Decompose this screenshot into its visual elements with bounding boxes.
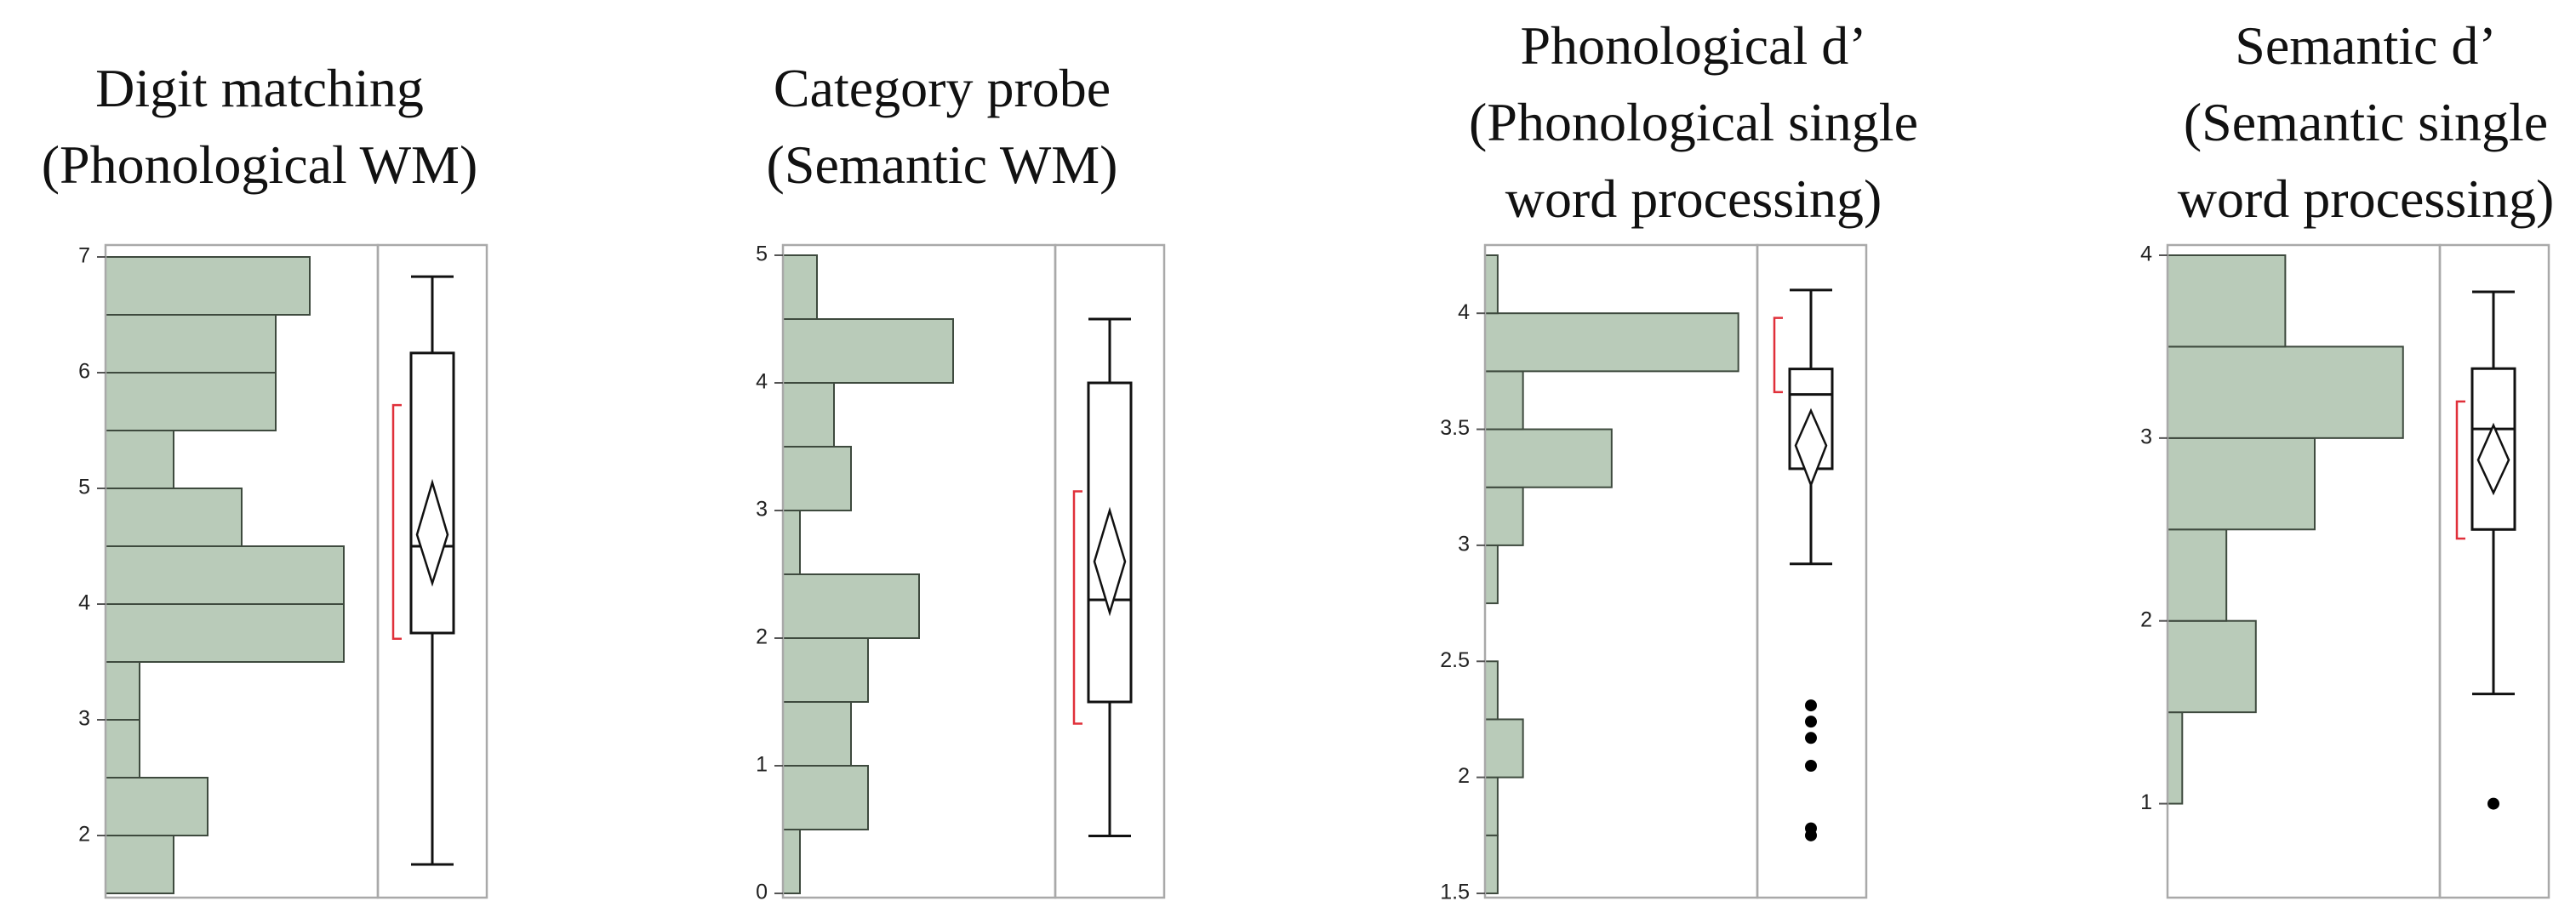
histogram-bar <box>2167 436 2316 531</box>
panel-title-line: Phonological d’ <box>1520 15 1866 76</box>
outlier-point <box>1805 716 1817 728</box>
shortest-half-bracket <box>391 403 402 641</box>
histogram-bar <box>105 603 345 663</box>
y-tick-label: 4 <box>2140 242 2152 266</box>
panel-semantic-d-prime: Semantic d’ (Semantic single word processi… <box>2140 15 2555 899</box>
histogram-bar <box>1484 776 1499 836</box>
panel-title-line: word processing) <box>1505 168 1882 229</box>
interquartile-box <box>1087 381 1133 704</box>
histogram-bar <box>1484 486 1524 546</box>
y-tick-label: 2 <box>2140 607 2152 631</box>
y-tick-label: 7 <box>78 244 90 268</box>
histogram-bar <box>1484 312 1739 373</box>
y-tick-label: 2 <box>756 625 768 649</box>
outlier-point <box>1805 699 1817 712</box>
histogram-bar <box>1484 660 1499 721</box>
panel-title-line: word processing) <box>2178 168 2555 229</box>
mean-diamond <box>2476 422 2510 496</box>
panel-title-line: Semantic d’ <box>2235 15 2496 76</box>
y-tick-label: 3 <box>2140 425 2152 448</box>
y-tick-label: 4 <box>1458 300 1470 324</box>
panel-title-line: Digit matching <box>95 58 424 118</box>
histogram-bar <box>2167 345 2404 439</box>
y-tick-label: 2 <box>1458 764 1470 788</box>
y-tick-label: 3.5 <box>1440 416 1470 440</box>
histogram-bar <box>1484 428 1613 488</box>
histogram-bar <box>2167 528 2228 622</box>
histogram-bar <box>105 488 243 547</box>
histogram-bar <box>1484 718 1524 779</box>
shortest-half-bracket <box>2455 400 2465 540</box>
y-tick-label: 3 <box>1458 533 1470 556</box>
histogram-bar <box>782 637 869 703</box>
boxplot-frame <box>376 243 488 899</box>
histogram-bar <box>1484 544 1499 605</box>
histogram-bar <box>782 765 869 830</box>
histogram-bar <box>2167 711 2184 805</box>
panel-title-line: (Phonological WM) <box>42 134 478 195</box>
histogram-bar <box>1484 834 1499 894</box>
panel-title-line: (Semantic single <box>2184 92 2548 152</box>
histogram-bar <box>1484 370 1524 431</box>
histogram-bar <box>105 719 140 779</box>
boxplot-frame <box>2438 243 2550 899</box>
y-tick-label: 1.5 <box>1440 881 1470 904</box>
panel-category-probe: Category probe (Semantic WM) 0 1 2 3 4 5 <box>756 58 1166 904</box>
histogram-bar <box>2167 619 2257 714</box>
y-tick-label: 1 <box>2140 790 2152 814</box>
boxplot-frame <box>1756 243 1868 899</box>
mean-diamond <box>1093 506 1127 617</box>
outlier-point <box>1805 829 1817 841</box>
outlier-point <box>2487 797 2499 810</box>
outlier-point <box>1805 732 1817 744</box>
histogram-bar <box>105 835 174 894</box>
histogram-bar <box>105 314 277 374</box>
y-tick-label: 2.5 <box>1440 648 1470 672</box>
histogram-bar <box>105 777 208 836</box>
y-tick-label: 2 <box>78 823 90 847</box>
mean-diamond <box>1794 408 1828 488</box>
histogram-bar <box>105 545 345 605</box>
histogram-bar <box>105 372 277 431</box>
histogram-bar <box>105 661 140 721</box>
y-tick-label: 4 <box>78 591 90 615</box>
panel-phonological-d-prime: Phonological d’ (Phonological single word … <box>1440 15 1918 904</box>
histogram-bar <box>782 382 835 448</box>
histogram-bar <box>782 701 852 767</box>
histogram-bar <box>782 318 954 384</box>
histogram-bar <box>782 573 920 639</box>
histogram-bar <box>782 446 852 511</box>
histogram-bar <box>1484 254 1499 315</box>
y-tick-label: 3 <box>756 498 768 522</box>
panel-title-line: Category probe <box>774 58 1111 118</box>
histogram-bar <box>782 829 801 894</box>
y-tick-label: 3 <box>78 707 90 731</box>
panel-digit-matching: Digit matching (Phonological WM) 2 3 4 5 6 7 <box>42 58 488 899</box>
y-tick-label: 6 <box>78 360 90 384</box>
histogram-bar <box>782 254 818 320</box>
histogram-bar <box>105 256 311 316</box>
y-tick-label: 4 <box>756 370 768 394</box>
panel-title-line: (Phonological single <box>1469 92 1918 152</box>
shortest-half-bracket <box>1773 317 1783 394</box>
y-tick-label: 1 <box>756 753 768 777</box>
histogram-bar <box>2167 254 2287 348</box>
y-tick-label: 5 <box>78 476 90 499</box>
y-tick-label: 5 <box>756 242 768 266</box>
mean-diamond <box>415 478 449 587</box>
y-tick-label: 0 <box>756 881 768 904</box>
shortest-half-bracket <box>1072 490 1082 725</box>
boxplot-frame <box>1054 243 1166 899</box>
histogram-bar <box>105 430 174 489</box>
outlier-point <box>1805 760 1817 772</box>
panel-title-line: (Semantic WM) <box>767 134 1118 195</box>
histogram-bar <box>782 510 801 575</box>
